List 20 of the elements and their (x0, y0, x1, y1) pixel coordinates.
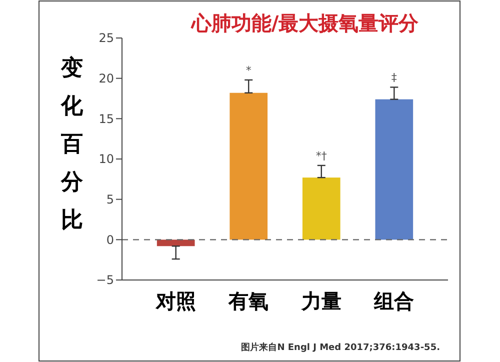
annotation: ‡ (391, 71, 398, 84)
annotation: *† (316, 149, 328, 162)
x-tick-label: 力量 (300, 289, 342, 313)
y-axis-title: 变化百分比 (60, 55, 84, 233)
bar (230, 92, 268, 240)
x-tick-label: 组合 (373, 289, 414, 313)
x-tick-label: 有氧 (228, 289, 269, 313)
bar (375, 99, 414, 240)
y-tick-label: 25 (98, 31, 114, 46)
annotation: * (246, 64, 252, 77)
x-tick-label: 对照 (154, 289, 196, 313)
y-tick-label: 10 (98, 152, 114, 166)
y-tick-label: 15 (98, 112, 114, 126)
y-tick-label: 5 (106, 192, 114, 207)
y-tick-label: 0 (106, 232, 114, 247)
text: 图片来自N Engl J Med 2017;376:1943-55. (241, 342, 440, 353)
chart-title: 心肺功能/最大摄氧量评分 (190, 11, 420, 35)
y-tick-label: −5 (96, 273, 114, 288)
bar (302, 178, 340, 240)
y-tick-label: 20 (98, 72, 114, 86)
